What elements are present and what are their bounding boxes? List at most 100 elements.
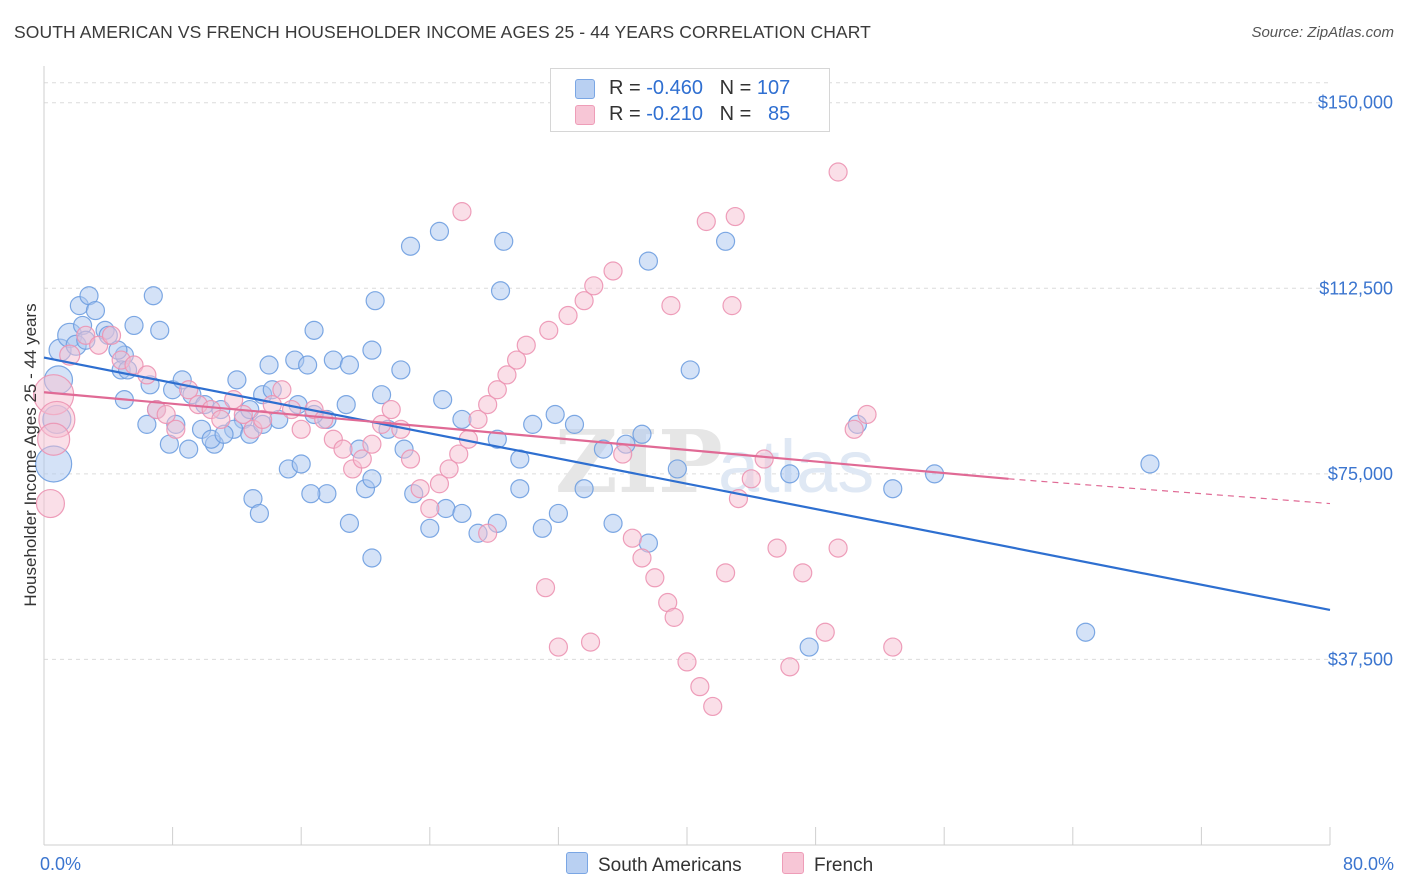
french-point-41: [449, 444, 469, 464]
french-point-63: [715, 563, 736, 583]
trend-line-french-extension: [1008, 478, 1331, 505]
x-tick-label-1: 80.0%: [1343, 854, 1394, 874]
bottom-legend-swatch-french: [782, 852, 804, 874]
south-point-85: [301, 484, 321, 504]
french-point-48: [516, 335, 536, 355]
french-point-53: [603, 261, 623, 281]
french-point-71: [828, 538, 848, 558]
chart-title: SOUTH AMERICAN VS FRENCH HOUSEHOLDER INC…: [14, 22, 871, 42]
south-point-40: [323, 350, 343, 370]
south-point-54: [339, 513, 360, 533]
south-point-80: [715, 231, 736, 251]
french-point-43: [468, 409, 488, 430]
bottom-legend-french: French: [782, 852, 873, 877]
south-point-42: [362, 340, 382, 360]
french-point-44: [478, 394, 498, 415]
french-point-40: [439, 459, 459, 479]
french-point-77: [535, 578, 556, 598]
south-point-71: [545, 404, 565, 425]
south-point-69: [603, 513, 623, 533]
french-point-29: [333, 439, 353, 459]
french-point-70: [815, 622, 835, 642]
french-point-50: [558, 305, 578, 326]
french-point-2: [37, 422, 71, 456]
french-point-9: [124, 355, 144, 375]
x-tick-label-0: 0.0%: [40, 854, 81, 874]
legend-row-south: R = -0.460 N = 107: [551, 75, 829, 103]
south-point-100: [433, 390, 453, 410]
stats-legend: R = -0.460 N = 107 R = -0.210 N = 85: [550, 68, 830, 132]
french-point-56: [632, 548, 652, 568]
south-point-68: [574, 479, 594, 499]
french-point-67: [767, 538, 787, 558]
south-point-30: [179, 439, 199, 459]
bottom-legend-swatch-south: [566, 852, 588, 874]
french-point-78: [478, 523, 498, 543]
bottom-legend-south: South Americans: [566, 852, 742, 877]
y-axis-label: Householder Income Ages 25 - 44 years: [21, 303, 40, 606]
south-point-70: [523, 414, 543, 434]
french-point-52: [584, 276, 604, 296]
french-point-83: [661, 296, 681, 316]
french-point-31: [352, 449, 372, 469]
french-point-66: [754, 449, 774, 469]
french-point-55: [622, 528, 642, 548]
south-point-47: [494, 231, 514, 251]
french-point-7: [101, 325, 122, 345]
south-point-39: [304, 320, 324, 340]
south-point-62: [452, 503, 472, 524]
french-point-49: [539, 320, 559, 340]
south-point-41: [339, 355, 360, 375]
french-point-45: [487, 380, 507, 400]
south-point-56: [362, 469, 382, 489]
south-point-76: [632, 424, 652, 444]
series-french: [33, 162, 903, 717]
legend-row-french: R = -0.210 N = 85: [551, 101, 829, 129]
south-point-101: [452, 409, 472, 430]
trend-line-south: [43, 356, 1331, 612]
french-point-21: [253, 409, 273, 430]
trend-line-french: [43, 391, 1009, 480]
french-point-12: [156, 404, 176, 425]
south-point-79: [780, 464, 800, 484]
south-point-46: [490, 281, 511, 301]
bottom-legend-label-south: South Americans: [598, 855, 742, 876]
french-point-10: [137, 365, 157, 385]
legend-n-label-french: N =: [719, 103, 757, 125]
south-point-17: [150, 320, 170, 340]
french-point-23: [272, 380, 292, 400]
legend-n-value-south: 107: [756, 77, 791, 99]
french-point-46: [497, 365, 517, 385]
south-point-48: [259, 355, 279, 375]
french-point-57: [645, 568, 665, 588]
french-point-75: [580, 632, 601, 652]
french-point-84: [722, 296, 742, 316]
french-point-27: [314, 409, 334, 430]
french-point-5: [76, 325, 96, 345]
south-point-44: [400, 236, 421, 256]
french-point-51: [574, 291, 594, 311]
french-point-68: [780, 657, 800, 677]
south-point-96: [336, 394, 356, 415]
south-point-61: [436, 498, 456, 519]
french-point-25: [291, 419, 311, 439]
south-point-81: [799, 637, 819, 657]
south-point-78: [680, 360, 700, 380]
french-point-54: [613, 444, 633, 464]
french-point-72: [844, 419, 864, 439]
south-point-10: [85, 300, 106, 321]
trend-lines: [43, 356, 1331, 612]
south-point-52: [291, 454, 311, 474]
south-point-106: [1140, 454, 1160, 474]
south-point-14: [124, 315, 144, 336]
french-point-4: [59, 344, 81, 366]
french-point-82: [828, 162, 848, 182]
south-point-43: [365, 291, 385, 311]
legend-text-south: R = -0.460 N = 107: [609, 77, 790, 100]
legend-text-french: R = -0.210 N = 85: [609, 103, 790, 126]
french-point-37: [410, 479, 430, 499]
legend-r-value-french: -0.210: [646, 103, 703, 125]
french-point-17: [211, 409, 231, 430]
legend-n-value-french: 85: [768, 103, 791, 125]
